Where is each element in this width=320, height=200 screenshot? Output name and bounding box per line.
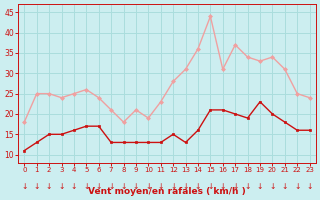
Text: ↓: ↓ <box>108 182 114 191</box>
Text: ↓: ↓ <box>21 182 28 191</box>
Text: ↓: ↓ <box>232 182 238 191</box>
Text: ↓: ↓ <box>269 182 276 191</box>
Text: ↓: ↓ <box>46 182 52 191</box>
Text: ↓: ↓ <box>145 182 152 191</box>
Text: ↓: ↓ <box>120 182 127 191</box>
Text: ↓: ↓ <box>83 182 90 191</box>
Text: ↓: ↓ <box>34 182 40 191</box>
Text: ↓: ↓ <box>307 182 313 191</box>
Text: ↓: ↓ <box>133 182 139 191</box>
Text: ↓: ↓ <box>71 182 77 191</box>
Text: ↓: ↓ <box>257 182 263 191</box>
Text: ↓: ↓ <box>294 182 300 191</box>
Text: ↓: ↓ <box>157 182 164 191</box>
Text: ↓: ↓ <box>182 182 189 191</box>
Text: ↓: ↓ <box>58 182 65 191</box>
Text: ↓: ↓ <box>170 182 176 191</box>
Text: ↓: ↓ <box>207 182 213 191</box>
Text: ↓: ↓ <box>282 182 288 191</box>
Text: ↓: ↓ <box>220 182 226 191</box>
Text: ↓: ↓ <box>244 182 251 191</box>
Text: ↓: ↓ <box>195 182 201 191</box>
Text: ↓: ↓ <box>96 182 102 191</box>
X-axis label: Vent moyen/en rafales ( km/h ): Vent moyen/en rafales ( km/h ) <box>88 187 246 196</box>
